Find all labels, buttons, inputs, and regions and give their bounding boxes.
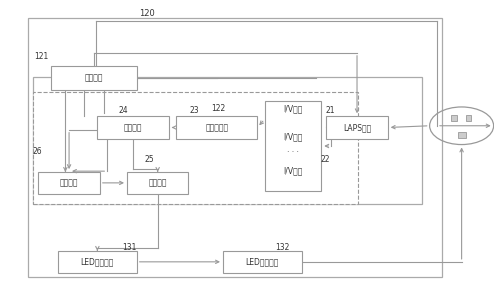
FancyBboxPatch shape bbox=[451, 115, 457, 121]
Text: LED切换电路: LED切换电路 bbox=[246, 257, 279, 266]
Text: 26: 26 bbox=[32, 147, 42, 156]
Text: LED驱动电路: LED驱动电路 bbox=[81, 257, 114, 266]
Text: I/V变换: I/V变换 bbox=[283, 104, 303, 113]
Text: 24: 24 bbox=[119, 106, 128, 115]
FancyBboxPatch shape bbox=[223, 251, 301, 273]
FancyBboxPatch shape bbox=[98, 116, 169, 139]
FancyBboxPatch shape bbox=[265, 101, 321, 191]
Text: 21: 21 bbox=[325, 106, 335, 115]
FancyBboxPatch shape bbox=[466, 115, 471, 121]
Text: I/V变换: I/V变换 bbox=[283, 133, 303, 142]
Text: . . .: . . . bbox=[287, 145, 299, 154]
FancyBboxPatch shape bbox=[50, 66, 137, 90]
FancyBboxPatch shape bbox=[38, 172, 100, 194]
FancyBboxPatch shape bbox=[326, 116, 388, 139]
Text: 120: 120 bbox=[139, 9, 154, 18]
FancyBboxPatch shape bbox=[58, 251, 137, 273]
Text: 131: 131 bbox=[122, 243, 137, 252]
FancyBboxPatch shape bbox=[33, 77, 422, 204]
Text: 阻抗电路: 阻抗电路 bbox=[148, 178, 167, 187]
Text: 22: 22 bbox=[321, 154, 330, 164]
Text: 25: 25 bbox=[144, 154, 154, 164]
FancyBboxPatch shape bbox=[176, 116, 257, 139]
Text: 微处理器: 微处理器 bbox=[85, 73, 103, 82]
FancyBboxPatch shape bbox=[28, 18, 442, 277]
Text: 122: 122 bbox=[211, 105, 225, 114]
Text: 时钟电路: 时钟电路 bbox=[60, 178, 78, 187]
FancyBboxPatch shape bbox=[458, 131, 466, 138]
FancyBboxPatch shape bbox=[127, 172, 189, 194]
Text: 低通滤波: 低通滤波 bbox=[124, 123, 142, 132]
Text: 23: 23 bbox=[190, 106, 199, 115]
Text: 132: 132 bbox=[275, 243, 289, 252]
Text: I/V变换: I/V变换 bbox=[283, 166, 303, 175]
Text: 调零及放大: 调零及放大 bbox=[205, 123, 228, 132]
Text: LAPS切换: LAPS切换 bbox=[343, 123, 371, 132]
Text: 121: 121 bbox=[35, 52, 49, 61]
FancyBboxPatch shape bbox=[33, 93, 358, 204]
